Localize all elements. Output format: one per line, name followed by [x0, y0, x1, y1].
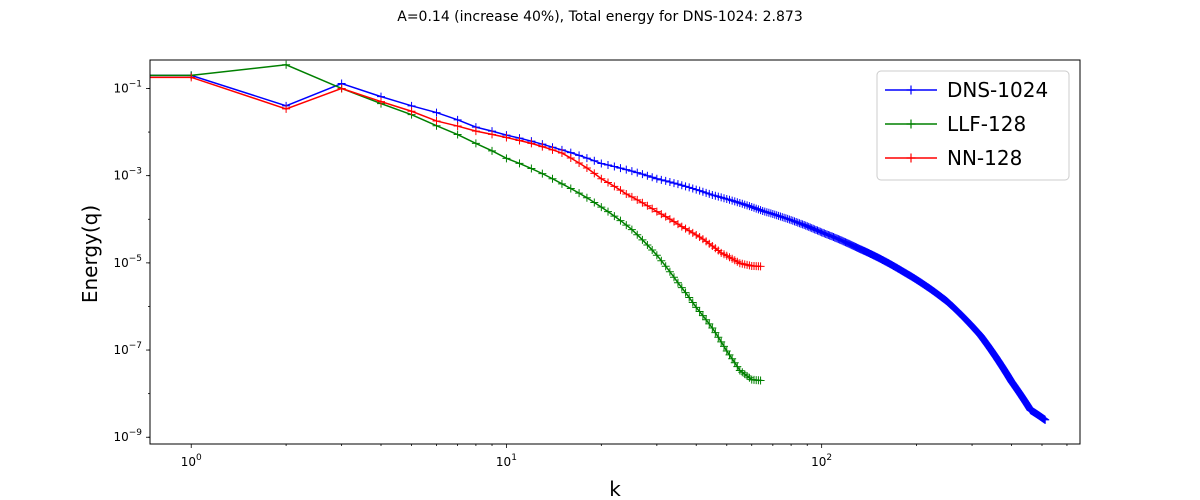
legend-label-dns: DNS-1024 — [947, 78, 1048, 102]
legend-marker-dns — [906, 85, 916, 95]
x-tick-exponent: 0 — [196, 453, 202, 463]
x-tick-label: 100 — [181, 453, 202, 469]
x-tick-exponent: 1 — [511, 453, 517, 463]
y-tick-label: 10−1 — [113, 79, 142, 95]
x-tick-mantissa: 10 — [811, 455, 826, 469]
x-tick-label: 101 — [496, 453, 517, 469]
legend: DNS-1024 LLF-128 NN-128 — [876, 70, 1070, 181]
x-tick-exponent: 2 — [826, 453, 832, 463]
x-axis-label: k — [609, 477, 621, 500]
y-tick-mantissa: 10 — [113, 256, 128, 270]
x-tick-mantissa: 10 — [496, 455, 511, 469]
legend-label-nn: NN-128 — [947, 146, 1022, 170]
y-tick-label: 10−7 — [113, 341, 142, 357]
plot-frame — [149, 59, 1081, 445]
legend-entry-nn: NN-128 — [885, 146, 1022, 170]
y-axis-label: Energy(q) — [78, 205, 102, 303]
y-tick-exponent: −9 — [129, 428, 143, 438]
y-tick-exponent: −7 — [129, 341, 142, 351]
y-tick-mantissa: 10 — [113, 343, 128, 357]
x-tick-label: 102 — [811, 453, 832, 469]
y-tick-mantissa: 10 — [113, 430, 128, 444]
series-layer — [150, 60, 1050, 424]
y-tick-exponent: −3 — [129, 167, 142, 177]
y-tick-label: 10−5 — [113, 254, 142, 270]
legend-marker-llf — [906, 119, 916, 129]
legend-entry-llf: LLF-128 — [885, 112, 1026, 136]
series-markers-nn — [187, 73, 765, 271]
y-tick-mantissa: 10 — [113, 81, 128, 95]
y-tick-exponent: −5 — [129, 254, 142, 264]
series-llf — [150, 60, 765, 385]
y-tick-exponent: −1 — [129, 79, 142, 89]
chart-title: A=0.14 (increase 40%), Total energy for … — [397, 9, 802, 25]
series-nn — [150, 73, 765, 271]
x-tick-mantissa: 10 — [181, 455, 196, 469]
y-tick-mantissa: 10 — [113, 169, 128, 183]
y-tick-label: 10−9 — [113, 428, 142, 444]
legend-entry-dns: DNS-1024 — [885, 78, 1048, 102]
legend-marker-nn — [906, 153, 916, 163]
legend-frame — [876, 70, 1070, 181]
y-tick-label: 10−3 — [113, 167, 142, 183]
legend-label-llf: LLF-128 — [947, 112, 1026, 136]
